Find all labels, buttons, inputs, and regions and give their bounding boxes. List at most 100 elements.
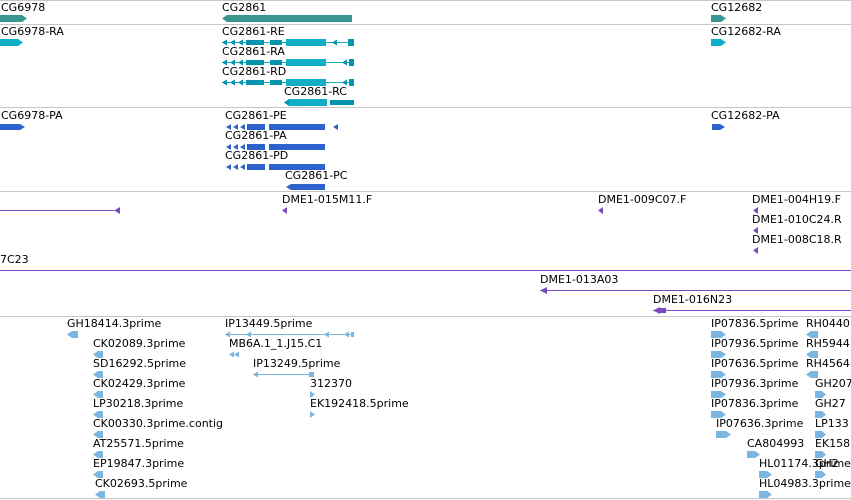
est-label-ip07936-3[interactable]: IP07936.3prime [711,377,799,390]
est-label-312370[interactable]: 312370 [310,377,352,390]
est-ek192418-glyph[interactable] [310,411,315,418]
est-ck02089-glyph[interactable] [93,351,103,358]
gene-cg2861-glyph[interactable] [222,15,352,22]
clone-label-7c23[interactable]: 7C23 [0,253,29,266]
est-label-lp30218[interactable]: LP30218.3prime [93,397,184,410]
clone-end-label-004h19[interactable]: DME1-004H19.F [752,193,841,206]
protein-label-cg6978-pa[interactable]: CG6978-PA [1,109,63,122]
clone-label-013a03[interactable]: DME1-013A03 [540,273,619,286]
gene-label-cg6978[interactable]: CG6978 [1,1,46,14]
protein-cg2861-pa-glyph[interactable] [226,144,325,150]
est-label-rh0440[interactable]: RH0440 [806,317,850,330]
gene-cg12682-glyph[interactable] [711,15,726,22]
est-ip13249-glyph[interactable] [253,371,314,378]
est-label-gh2[interactable]: GH2 [815,457,839,470]
transcript-label-cg2861-rc[interactable]: CG2861-RC [284,85,347,98]
est-rh0440-glyph[interactable] [806,331,818,338]
clone-016n23-glyph[interactable] [653,307,851,314]
est-ca804993-glyph[interactable] [747,451,760,458]
clone-end-009c07-glyph[interactable] [598,207,603,214]
est-lp30218-glyph[interactable] [93,411,103,418]
est-label-ck02693[interactable]: CK02693.5prime [95,477,188,490]
clone-end-label-009c07[interactable]: DME1-009C07.F [598,193,687,206]
est-label-ip07836-5[interactable]: IP07836.5prime [711,317,799,330]
est-label-gh18414[interactable]: GH18414.3prime [67,317,162,330]
transcript-cg12682-ra-glyph[interactable] [711,39,726,46]
est-gh27-glyph[interactable] [815,411,826,418]
transcript-cg2861-re-glyph[interactable] [222,39,354,46]
est-label-sd16292[interactable]: SD16292.5prime [93,357,186,370]
est-label-at25571[interactable]: AT25571.5prime [93,437,184,450]
clone-end-label-008c18[interactable]: DME1-008C18.R [752,233,842,246]
transcript-label-cg6978-ra[interactable]: CG6978-RA [1,25,64,38]
transcript-cg2861-ra-glyph[interactable] [222,59,354,66]
est-lp133-glyph[interactable] [815,431,826,438]
est-ek158-glyph[interactable] [815,451,826,458]
est-ip07836-3-glyph[interactable] [711,411,726,418]
protein-cg2861-pe-glyph[interactable] [226,124,338,130]
est-label-ip13449[interactable]: IP13449.5prime [225,317,313,330]
est-label-gh207[interactable]: GH207 [815,377,851,390]
transcript-cg2861-rc-glyph[interactable] [284,99,354,106]
est-rh5944-glyph[interactable] [806,351,818,358]
est-label-hl01174[interactable]: HL01174.3prime [759,457,851,470]
est-ck02429-glyph[interactable] [93,391,103,398]
clone-label-016n23[interactable]: DME1-016N23 [653,293,733,306]
est-gh2-glyph[interactable] [815,471,826,478]
clone-end-label-010c24[interactable]: DME1-010C24.R [752,213,842,226]
est-hl01174-glyph[interactable] [759,471,772,478]
est-label-ip07636-5[interactable]: IP07636.5prime [711,357,799,370]
protein-cg6978-pa-glyph[interactable] [0,124,25,130]
est-rh4564-glyph[interactable] [806,371,818,378]
est-label-rh4564[interactable]: RH4564 [806,357,850,370]
est-ck00330-glyph[interactable] [93,431,103,438]
protein-cg12682-pa-glyph[interactable] [712,124,725,130]
est-ip07636-5-glyph[interactable] [711,371,726,378]
est-ep19847-glyph[interactable] [93,471,103,478]
est-ip07936-5-glyph[interactable] [711,351,726,358]
est-label-ip07936-5[interactable]: IP07936.5prime [711,337,799,350]
est-label-ck02429[interactable]: CK02429.3prime [93,377,186,390]
est-label-hl04983[interactable]: HL04983.3prime [759,477,851,490]
protein-label-cg2861-pc[interactable]: CG2861-PC [285,169,348,182]
est-label-ck00330[interactable]: CK00330.3prime.contig [93,417,224,430]
transcript-cg2861-rd-glyph[interactable] [222,79,354,86]
clone-end-015m11-glyph[interactable] [282,207,287,214]
transcript-label-cg2861-ra[interactable]: CG2861-RA [222,45,285,58]
clone-end-008c18-glyph[interactable] [753,247,758,254]
est-gh18414-glyph[interactable] [67,331,78,338]
clone-013a03-glyph[interactable] [540,287,851,294]
transcript-cg6978-ra-glyph[interactable] [0,39,23,46]
est-label-rh5944[interactable]: RH5944 [806,337,850,350]
gene-label-cg12682[interactable]: CG12682 [711,1,763,14]
est-mb6a-glyph[interactable] [229,351,239,358]
transcript-label-cg2861-re[interactable]: CG2861-RE [222,25,285,38]
est-label-ip13249[interactable]: IP13249.5prime [253,357,341,370]
protein-cg2861-pc-glyph[interactable] [286,184,325,190]
est-ck02693-glyph[interactable] [95,491,105,498]
est-sd16292-glyph[interactable] [93,371,103,378]
protein-label-cg2861-pd[interactable]: CG2861-PD [225,149,289,162]
est-label-ep19847[interactable]: EP19847.3prime [93,457,185,470]
est-label-ca804993[interactable]: CA804993 [747,437,805,450]
protein-label-cg2861-pa[interactable]: CG2861-PA [225,129,287,142]
clone-end-010c24-glyph[interactable] [753,227,758,234]
est-312370-glyph[interactable] [310,391,315,398]
est-ip13449-glyph[interactable] [225,331,354,338]
est-label-ek192418[interactable]: EK192418.5prime [310,397,409,410]
est-label-gh27[interactable]: GH27 [815,397,846,410]
est-label-ip07836-3[interactable]: IP07836.3prime [711,397,799,410]
protein-cg2861-pd-glyph[interactable] [226,164,325,170]
clone-end-left-glyph[interactable] [0,207,120,214]
clone-end-004h19-glyph[interactable] [753,207,758,214]
clone-end-label-015m11[interactable]: DME1-015M11.F [282,193,373,206]
est-at25571-glyph[interactable] [93,451,103,458]
est-gh207-glyph[interactable] [815,391,826,398]
est-label-ek158[interactable]: EK158 [815,437,851,450]
est-hl04983-glyph[interactable] [759,491,772,498]
est-label-ck02089[interactable]: CK02089.3prime [93,337,186,350]
gene-label-cg2861[interactable]: CG2861 [222,1,267,14]
transcript-label-cg2861-rd[interactable]: CG2861-RD [222,65,287,78]
protein-label-cg2861-pe[interactable]: CG2861-PE [225,109,287,122]
transcript-label-cg12682-ra[interactable]: CG12682-RA [711,25,781,38]
